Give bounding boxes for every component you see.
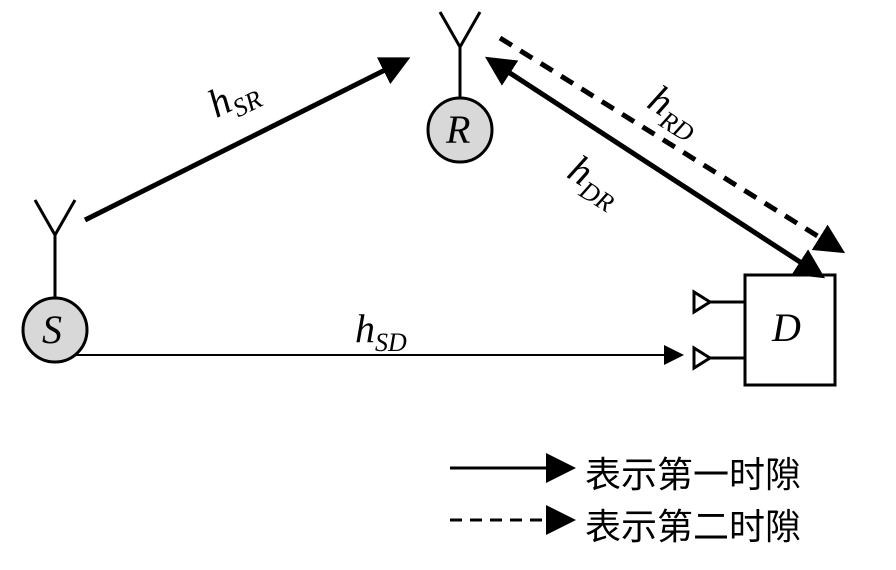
edge-sd-label: hSD — [355, 305, 407, 358]
node-d — [694, 275, 835, 385]
hsd-sub: SD — [375, 328, 407, 357]
legend-item-2: 表示第二时隙 — [585, 498, 801, 550]
legend-item-1: 表示第一时隙 — [585, 446, 801, 498]
node-s-label: S — [42, 306, 62, 353]
node-d-label: D — [772, 304, 801, 351]
hsd-main: h — [355, 306, 375, 351]
node-r-label: R — [446, 106, 470, 153]
edge-rd — [500, 38, 840, 250]
